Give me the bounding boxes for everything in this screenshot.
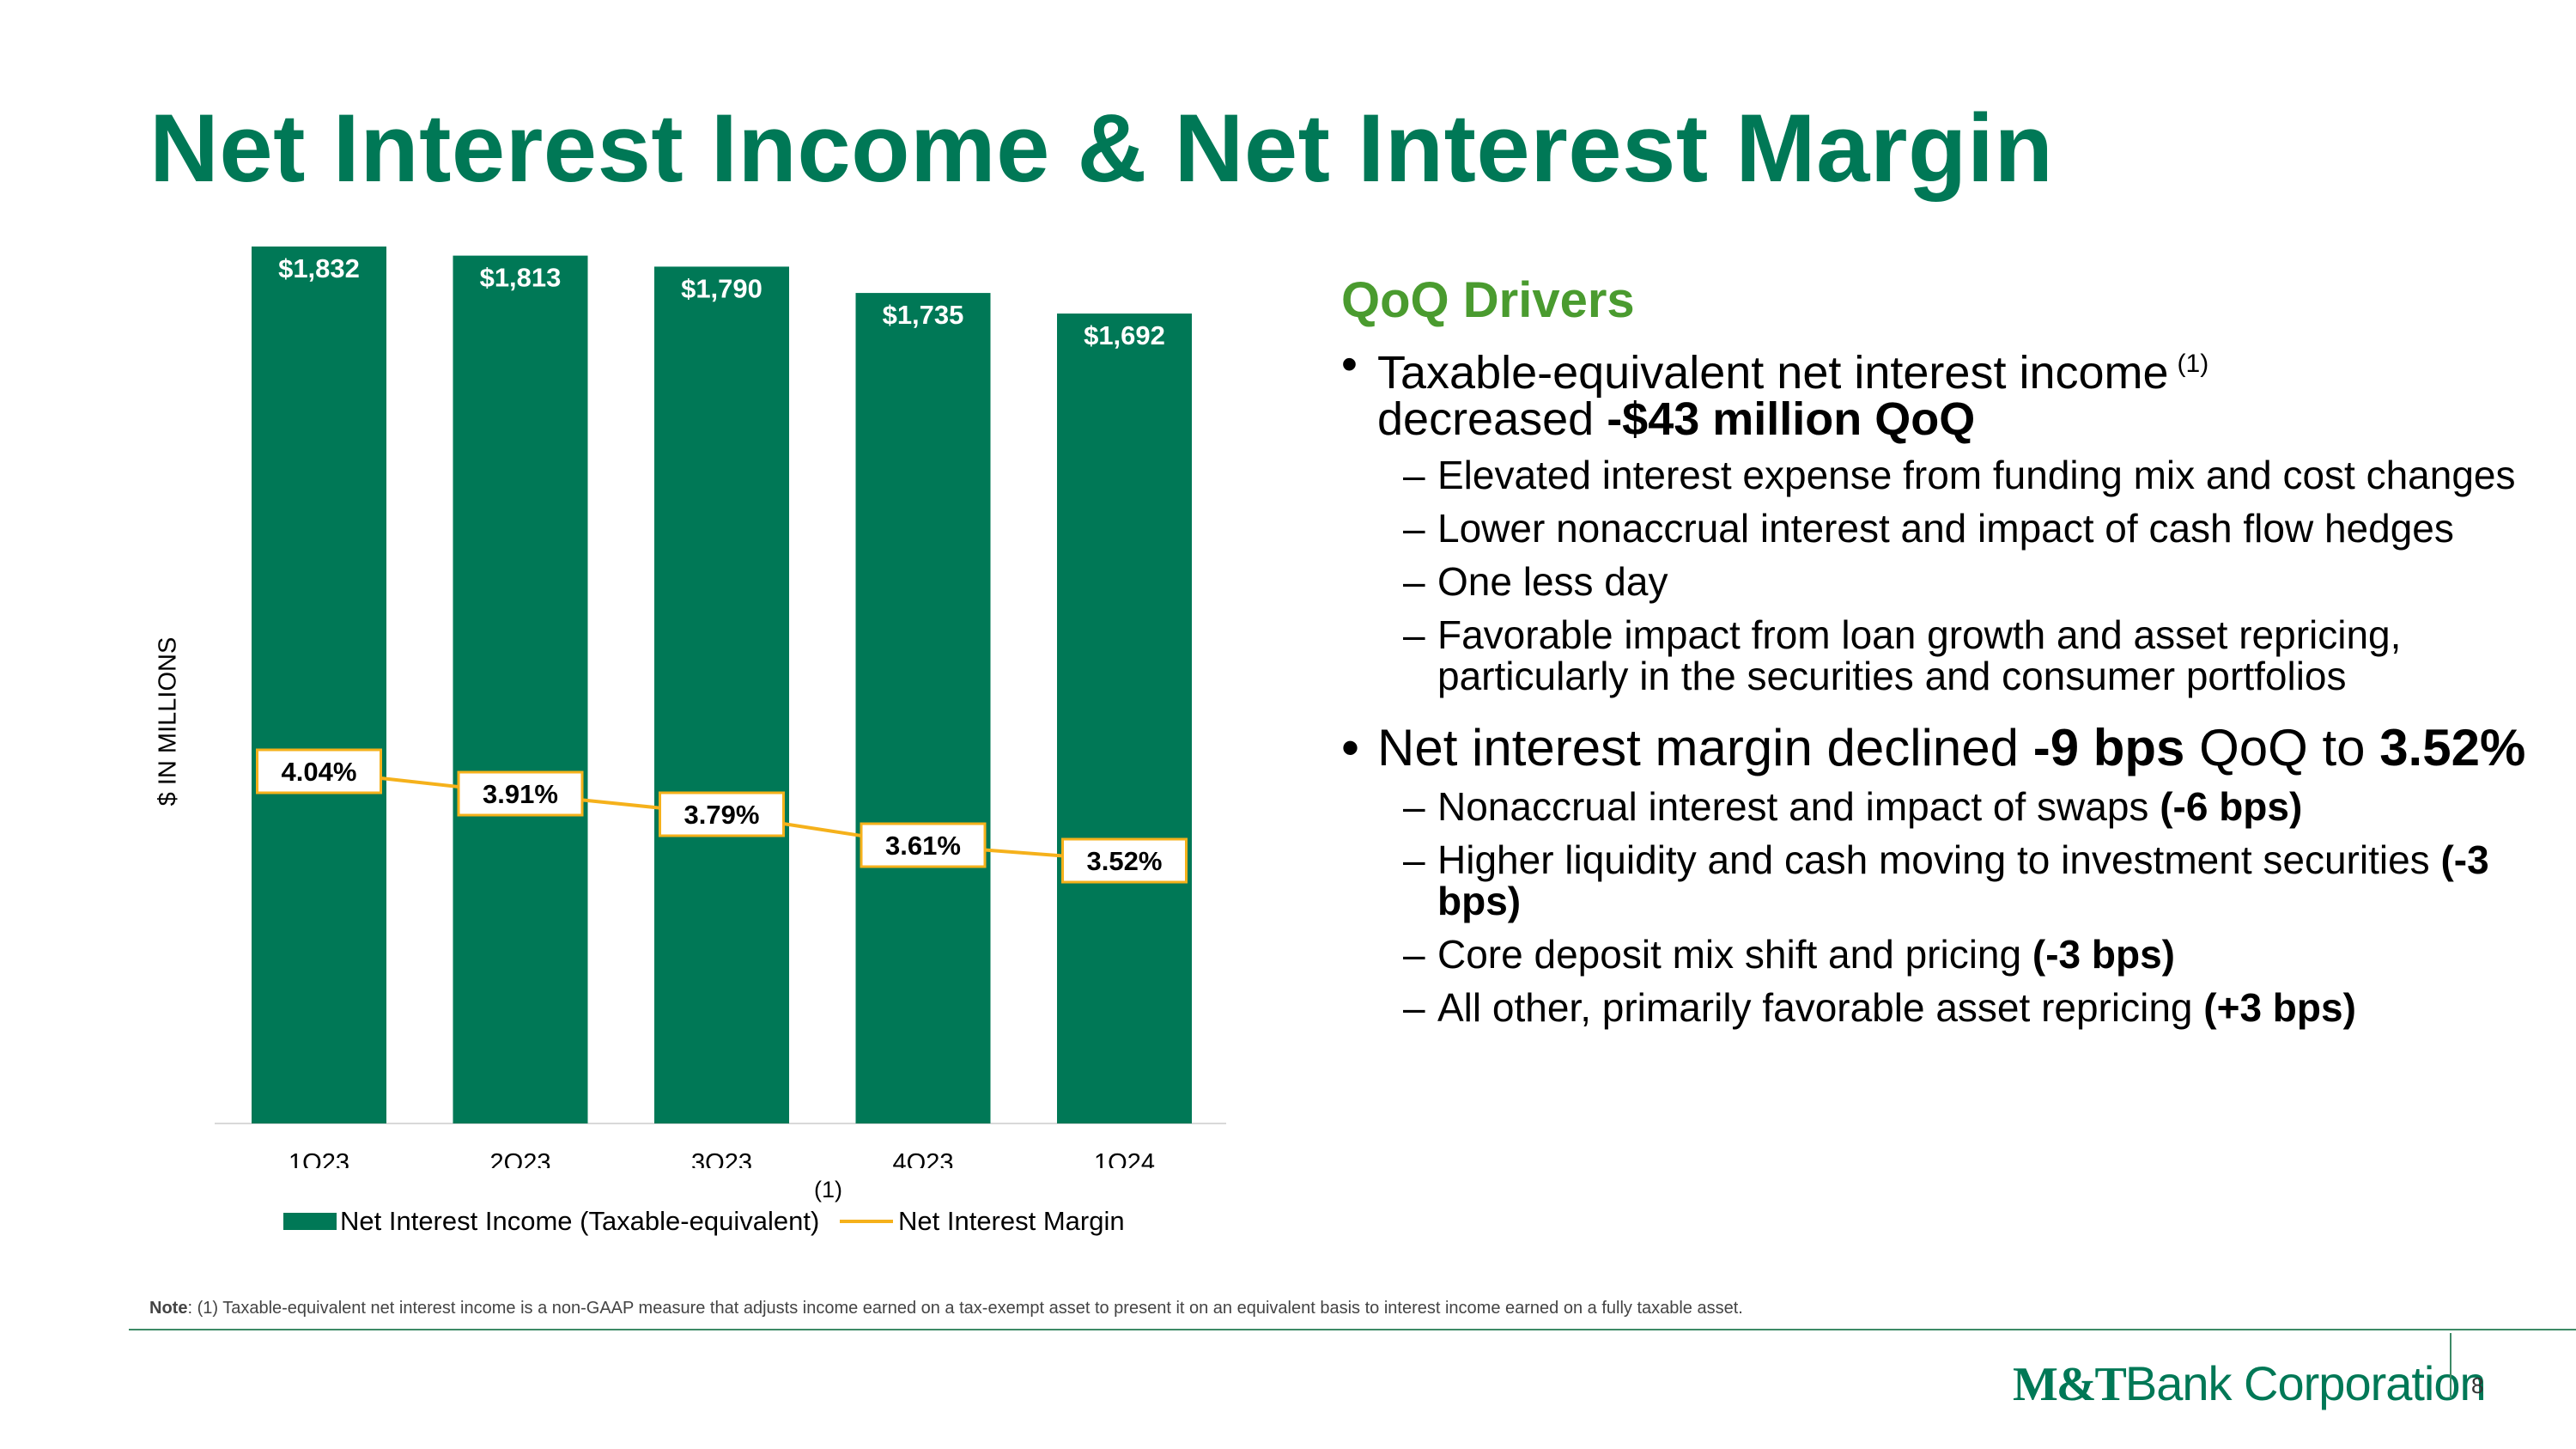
nim-sub-text: Core deposit mix shift and pricing <box>1437 932 2032 977</box>
x-tick-label: 1Q24 <box>1094 1149 1155 1168</box>
nim-sub-bps: (-3 bps) <box>1437 837 2489 923</box>
nim-sub-bullet: – Core deposit mix shift and pricing (-3 … <box>1341 934 2543 975</box>
y-axis-label: $ IN MILLIONS <box>154 636 182 807</box>
bullet-nim: • Net interest margin declined -9 bps Qo… <box>1341 722 2543 774</box>
footnote-label: Note <box>149 1299 188 1318</box>
nim-value-label: 3.91% <box>483 779 558 809</box>
nim-text: Net interest margin declined <box>1377 719 2033 776</box>
bullet-dot: • <box>1341 338 1358 390</box>
footer-divider <box>129 1329 2576 1330</box>
footnote: Note: (1) Taxable-equivalent net interes… <box>149 1299 1743 1318</box>
nim-label-box <box>1061 837 1188 884</box>
nim-value-label: 4.04% <box>282 757 357 787</box>
dash: – <box>1403 985 1425 1030</box>
chart-legend: Net Interest Income (Taxable-equivalent)… <box>283 1177 1228 1254</box>
nii-sub-text: Favorable impact from loan growth and as… <box>1437 612 2402 698</box>
dash: – <box>1403 784 1425 829</box>
nim-sub-bps: (-6 bps) <box>2160 784 2303 829</box>
nii-sub-text: Elevated interest expense from funding m… <box>1437 453 2516 497</box>
nii-sub-bullet: – One less day <box>1341 561 2543 602</box>
qoq-drivers-panel: QoQ Drivers • Taxable-equivalent net int… <box>1341 271 2543 1028</box>
nim-sub-text: All other, primarily favorable asset rep… <box>1437 985 2204 1030</box>
nim-value-label: 3.79% <box>684 800 760 830</box>
bar-nii <box>855 293 991 1124</box>
dash: – <box>1403 559 1425 604</box>
nim-text2: QoQ to <box>2184 719 2380 776</box>
x-tick-label: 2Q23 <box>490 1149 551 1168</box>
page-number: 8 <box>2471 1373 2484 1398</box>
bar-value-label: $1,692 <box>1084 320 1165 350</box>
bar-value-label: $1,790 <box>681 273 762 303</box>
nii-sub-bullet: – Elevated interest expense from funding … <box>1341 454 2543 496</box>
logo-mark: M&T <box>2013 1358 2127 1411</box>
nii-footnote: (1) <box>2177 350 2209 378</box>
nim-value-label: 3.52% <box>1087 846 1163 876</box>
dash: – <box>1403 837 1425 882</box>
x-tick-label: 3Q23 <box>691 1149 752 1168</box>
nim-label-box <box>256 748 382 795</box>
dash: – <box>1403 932 1425 977</box>
nim-sub-text: Higher liquidity and cash moving to inve… <box>1437 837 2441 882</box>
nim-sub-bullet: – Higher liquidity and cash moving to inv… <box>1341 839 2543 922</box>
bar-value-label: $1,832 <box>278 253 360 283</box>
dash: – <box>1403 453 1425 497</box>
company-logo: M&TBank Corporation <box>2013 1355 2487 1412</box>
nii-sub-bullet: – Lower nonaccrual interest and impact of… <box>1341 508 2543 549</box>
nim-value: 3.52% <box>2379 719 2526 776</box>
nim-label-box <box>860 822 987 868</box>
legend-item-nim: Net Interest Margin <box>840 1206 1125 1237</box>
legend-item-nii: Net Interest Income (Taxable-equivalent) <box>283 1206 819 1237</box>
nim-value-label: 3.61% <box>885 831 961 861</box>
logo-wordmark: Bank Corporation <box>2124 1356 2487 1410</box>
nii-text: Taxable-equivalent net interest income <box>1377 347 2169 399</box>
nii-sub-text: Lower nonaccrual interest and impact of … <box>1437 506 2454 551</box>
legend-label-nii: Net Interest Income (Taxable-equivalent) <box>340 1206 820 1236</box>
legend-label-nim: Net Interest Margin <box>898 1206 1125 1236</box>
nii-sub-text: One less day <box>1437 559 1668 604</box>
nim-label-box <box>457 770 584 817</box>
nim-label-box <box>659 791 785 837</box>
page-title: Net Interest Income & Net Interest Margi… <box>149 94 2054 202</box>
nim-sub-text: Nonaccrual interest and impact of swaps <box>1437 784 2160 829</box>
legend-footnote-marker: (1) <box>814 1177 842 1202</box>
nim-sub-bullet: – All other, primarily favorable asset re… <box>1341 987 2543 1028</box>
footer-separator <box>2450 1333 2451 1398</box>
footnote-text: : (1) Taxable-equivalent net interest in… <box>187 1299 1743 1318</box>
nim-sub-bps: (-3 bps) <box>2032 932 2175 977</box>
bar-value-label: $1,813 <box>480 263 562 293</box>
bar-nii <box>1057 314 1192 1123</box>
legend-swatch-line <box>840 1220 893 1223</box>
nim-sub-bps: (+3 bps) <box>2203 985 2356 1030</box>
nii-text2: decreased <box>1377 393 1607 445</box>
nii-sub-bullet: – Favorable impact from loan growth and a… <box>1341 614 2543 697</box>
dash: – <box>1403 612 1425 657</box>
nim-sub-bullet: – Nonaccrual interest and impact of swaps… <box>1341 786 2543 827</box>
bar-nii <box>654 266 789 1124</box>
bar-value-label: $1,735 <box>883 300 964 330</box>
dash: – <box>1403 506 1425 551</box>
drivers-heading: QoQ Drivers <box>1341 272 1635 328</box>
bullet-nii: • Taxable-equivalent net interest income… <box>1341 341 2543 442</box>
legend-swatch-bar <box>283 1213 337 1230</box>
bullet-dot: • <box>1341 719 1360 776</box>
x-tick-label: 1Q23 <box>289 1149 349 1168</box>
x-tick-label: 4Q23 <box>893 1149 954 1168</box>
bar-nii <box>453 255 588 1123</box>
nii-nim-chart: $1,832 1Q23 $1,813 2Q23 $1,790 3Q23 $1,735 4Q23… <box>215 247 1226 1168</box>
bar-nii <box>252 247 386 1124</box>
nim-change: -9 bps <box>2032 719 2185 776</box>
nii-change: -$43 million QoQ <box>1607 393 1976 445</box>
